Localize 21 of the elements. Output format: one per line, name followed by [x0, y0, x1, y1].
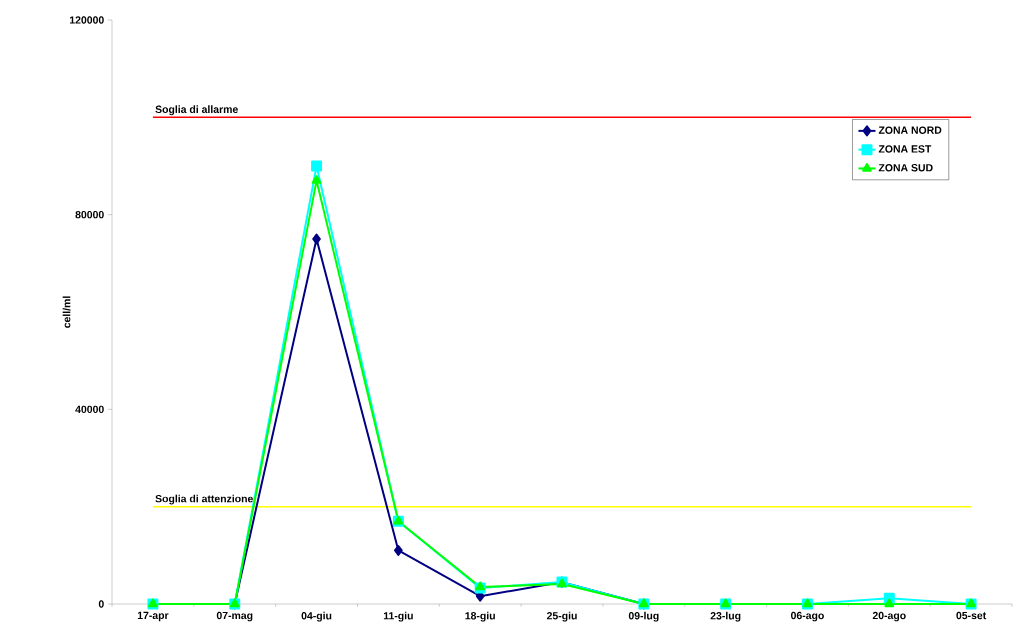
y-tick-label: 120000 [69, 16, 104, 24]
x-tick-label: 18-giu [465, 611, 495, 622]
legend-label: ZONA SUD [878, 164, 933, 172]
x-tick-label: 11-giu [383, 611, 413, 622]
x-tick-label: 25-giu [546, 611, 577, 622]
ref-line-label: Soglia di attenzione [155, 494, 253, 505]
y-tick-label: 80000 [75, 210, 104, 219]
x-tick-label: 23-lug [710, 611, 741, 622]
x-tick-label: 07-mag [216, 611, 253, 622]
x-tick-label: 05-set [956, 611, 987, 620]
ref-line-label: Soglia di allarme [155, 105, 238, 116]
x-tick-label: 17-apr [137, 611, 169, 622]
legend-label: ZONA NORD [878, 126, 942, 134]
y-tick-label: 40000 [75, 405, 104, 414]
x-tick-label: 04-giu [301, 611, 332, 622]
x-tick-label: 06-ago [791, 611, 824, 622]
x-tick-label: 20-ago [872, 611, 906, 622]
y-tick-label: 0 [98, 600, 104, 608]
legend-label: ZONA EST [878, 145, 932, 153]
y-axis-title: cell/ml [62, 296, 71, 328]
x-tick-label: 09-lug [628, 611, 659, 622]
